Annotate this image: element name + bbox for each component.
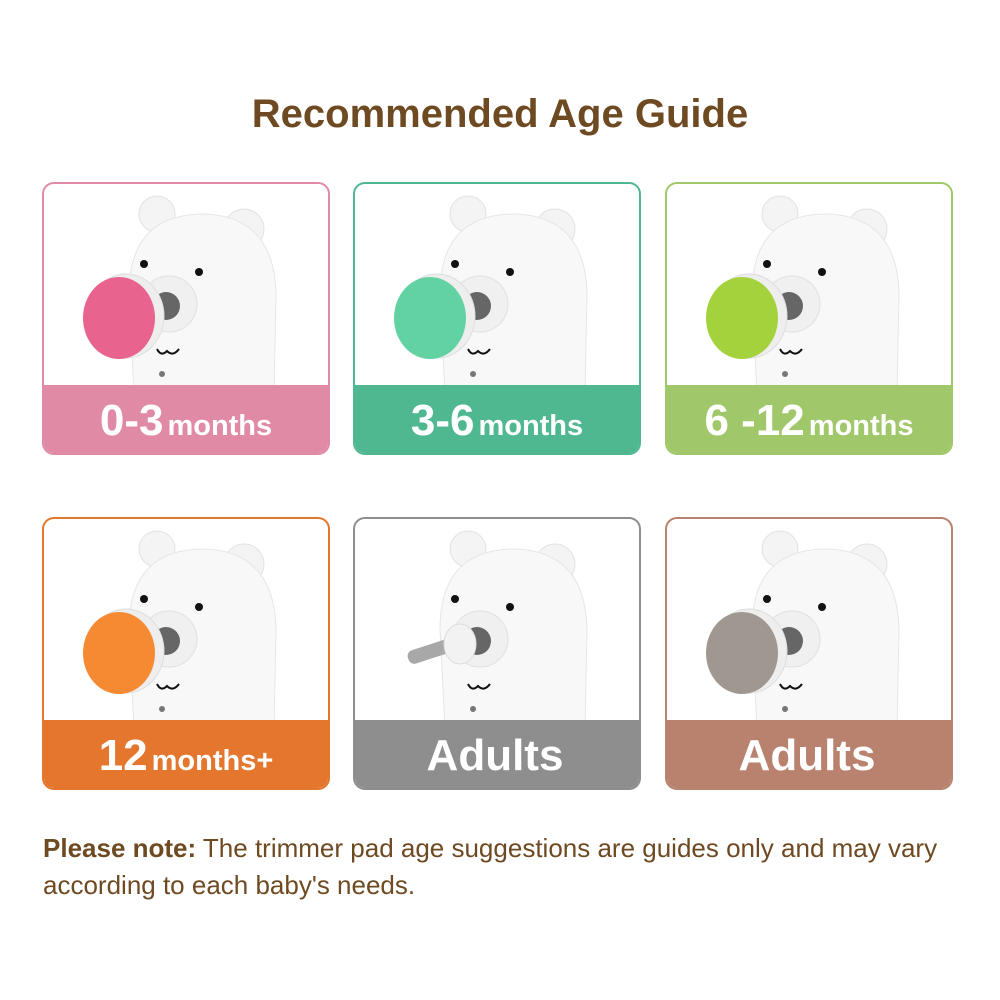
age-unit: months [808,410,914,442]
age-card: 3-6 months [353,182,641,455]
bear-trimmer-image [83,530,277,729]
trimmer-pad-icon [83,273,165,359]
note-body: The trimmer pad age suggestions are guid… [43,833,938,900]
note-text: Please note: The trimmer pad age suggest… [43,830,973,904]
bear-trimmer-image [83,195,277,394]
age-range: 12 [98,731,148,780]
trimmer-pad-icon [83,608,165,694]
age-range: 0-3 [99,396,164,445]
age-unit: months+ [151,745,274,777]
age-label: 6 -12 months [667,385,951,453]
trimmer-pad-icon [394,273,476,359]
drill-bit-icon [407,623,477,665]
age-range: Adults [426,731,564,780]
bear-trimmer-image [407,530,588,729]
age-card: 6 -12 months [665,182,953,455]
page-title: Recommended Age Guide [251,92,749,136]
bear-trimmer-image [706,195,900,394]
age-card: Adults [665,517,953,790]
trimmer-pad-icon [706,608,788,694]
age-unit: months [167,410,273,442]
age-range: 3-6 [410,396,475,445]
age-label: 12 months+ [44,720,328,788]
age-range: 6 -12 [704,396,805,445]
age-range: Adults [738,731,876,780]
age-label: 3-6 months [355,385,639,453]
age-label: 0-3 months [44,385,328,453]
trimmer-pad-icon [706,273,788,359]
age-unit: months [478,410,584,442]
age-card: 12 months+ [42,517,330,790]
age-card: Adults [353,517,641,790]
age-label: Adults [355,720,639,788]
age-card: 0-3 months [42,182,330,455]
age-label: Adults [667,720,951,788]
bear-trimmer-image [394,195,588,394]
note-label: Please note: [43,833,197,863]
bear-trimmer-image [706,530,900,729]
